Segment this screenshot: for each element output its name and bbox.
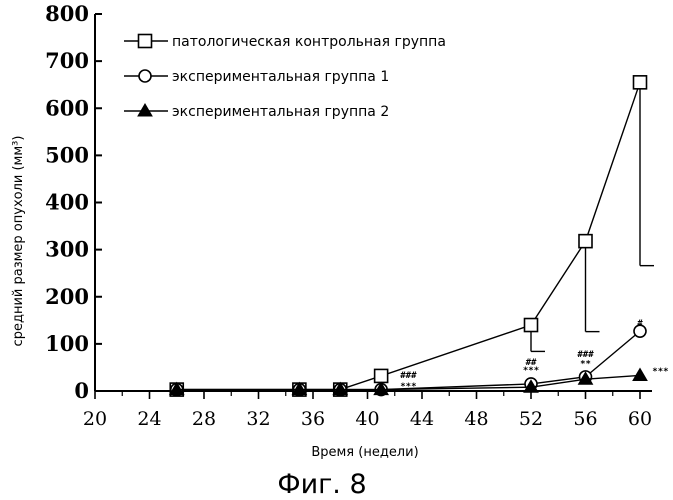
y-tick-label: 500 (45, 142, 89, 167)
series-3 (168, 367, 648, 396)
x-tick-label: 56 (573, 408, 597, 430)
legend-marker (137, 33, 153, 49)
y-tick-label: 0 (74, 378, 89, 403)
y-tick-label: 200 (45, 284, 89, 309)
data-point (373, 368, 389, 384)
x-tick-label: 24 (137, 408, 161, 430)
x-tick-label: 28 (192, 408, 216, 430)
series-layer (168, 75, 648, 397)
figure-caption: Фиг. 8 (277, 469, 366, 500)
x-tick-label: 52 (519, 408, 543, 430)
y-tick-label: 800 (45, 1, 89, 26)
y-tick-label: 100 (45, 331, 89, 356)
x-tick-label: 36 (301, 408, 325, 430)
series-line (176, 82, 641, 391)
y-tick-label: 600 (45, 95, 89, 120)
x-tick-label: 44 (410, 408, 434, 430)
significance-label: *** (652, 367, 668, 377)
axes: 0 100 200 300 400 500 600 700 800 20 24 28 32 36 40 44 4… (45, 1, 652, 430)
legend-label: экспериментальная группа 2 (172, 104, 389, 120)
legend-item: экспериментальная группа 2 (124, 103, 389, 120)
data-point (632, 75, 648, 90)
significance-label: *** (400, 382, 416, 392)
series-1 (169, 75, 648, 397)
legend-marker (138, 69, 152, 83)
error-bars (530, 82, 654, 353)
significance-label: ### (577, 350, 594, 360)
y-axis-label: средний размер опухоли (мм³) (11, 136, 26, 347)
data-point (168, 381, 185, 396)
y-tick-label: 400 (45, 190, 89, 215)
data-point (523, 317, 539, 333)
x-tick-label: 20 (83, 408, 107, 430)
data-point (632, 367, 648, 381)
significance-label: ### (400, 371, 417, 381)
x-axis-label: Время (недели) (311, 445, 418, 460)
legend-label: патологическая контрольная группа (172, 34, 446, 50)
data-point (523, 379, 539, 393)
x-tick-label: 48 (464, 408, 488, 430)
legend-item: патологическая контрольная группа (124, 33, 446, 50)
data-point (577, 371, 594, 385)
legend-item: экспериментальная группа 1 (124, 69, 389, 85)
data-point (373, 381, 389, 396)
significance-label: # (637, 319, 643, 329)
x-tick-label: 40 (355, 408, 379, 430)
data-point (332, 381, 349, 396)
x-tick-label: 60 (628, 408, 652, 430)
annotations: ###***##***###**#*** (400, 319, 668, 392)
legend-marker (137, 103, 153, 117)
legend: патологическая контрольная группа экспери… (124, 33, 446, 120)
data-point (633, 324, 647, 338)
legend-label: экспериментальная группа 1 (172, 69, 389, 85)
y-tick-label: 300 (45, 237, 89, 262)
x-tick-label: 32 (246, 408, 270, 430)
significance-label: *** (523, 366, 539, 376)
data-point (578, 233, 593, 249)
significance-label: ## (526, 358, 537, 368)
y-tick-label: 700 (45, 48, 89, 73)
data-point (291, 381, 308, 396)
significance-label: ** (580, 359, 591, 369)
